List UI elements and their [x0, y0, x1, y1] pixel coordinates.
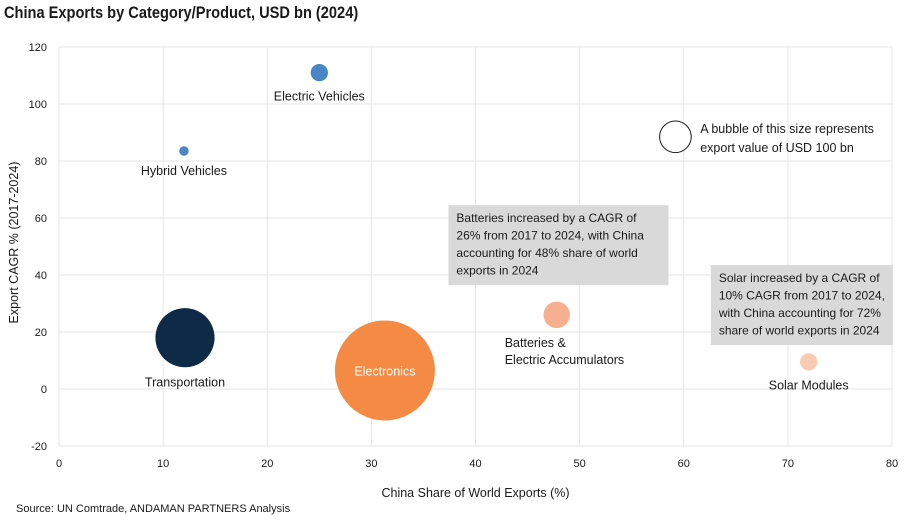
size-legend-text: export value of USD 100 bn	[700, 141, 854, 155]
x-tick-label: 80	[886, 458, 898, 470]
bubble-label: Electric Vehicles	[274, 89, 365, 103]
annotation-box	[710, 265, 893, 346]
annotation-text: Batteries increased by a CAGR of	[456, 211, 637, 225]
bubble	[155, 308, 215, 368]
x-tick-label: 10	[157, 458, 169, 470]
size-legend-bubble	[659, 120, 692, 154]
bubble-label: Transportation	[145, 375, 225, 389]
y-tick-label: 80	[35, 156, 47, 168]
bubble-label: Batteries &	[505, 336, 567, 350]
y-tick-label: 100	[29, 99, 47, 111]
x-tick-label: 50	[574, 458, 586, 470]
chart-title: China Exports by Category/Product, USD b…	[4, 3, 359, 22]
annotation-text: accounting for 48% share of world	[456, 246, 637, 260]
y-tick-label: 60	[35, 213, 47, 225]
x-tick-label: 40	[469, 458, 481, 470]
annotation-text: with China accounting for 72%	[718, 306, 881, 320]
y-tick-label: -20	[31, 441, 47, 453]
y-axis-title: Export CAGR % (2017-2024)	[7, 162, 21, 324]
source-note: Source: UN Comtrade, ANDAMAN PARTNERS An…	[16, 503, 291, 515]
bubble-label: Solar Modules	[769, 379, 849, 393]
bubble-label: Electric Accumulators	[505, 353, 624, 367]
annotation-text: share of world exports in 2024	[719, 324, 880, 338]
annotation-text: exports in 2024	[456, 264, 538, 278]
x-tick-label: 60	[678, 458, 690, 470]
x-tick-label: 20	[261, 458, 273, 470]
annotation-text: 10% CAGR from 2017 to 2024,	[719, 289, 885, 303]
x-tick-label: 0	[56, 458, 62, 470]
bubble	[310, 63, 328, 82]
bubble-label: Hybrid Vehicles	[141, 164, 227, 178]
annotation-text: Solar increased by a CAGR of	[719, 271, 880, 285]
x-tick-label: 70	[782, 458, 794, 470]
y-tick-label: 120	[29, 42, 47, 54]
bubble	[179, 146, 189, 156]
bubble-label: Electronics	[354, 364, 415, 378]
x-axis-title: China Share of World Exports (%)	[381, 486, 569, 500]
annotation-box	[448, 205, 669, 286]
y-tick-label: 40	[35, 270, 47, 282]
bubble	[543, 301, 570, 329]
y-tick-label: 20	[35, 327, 47, 339]
bubble	[800, 353, 818, 371]
size-legend-text: A bubble of this size represents	[700, 122, 874, 136]
bubble	[334, 320, 435, 421]
annotation-text: 26% from 2017 to 2024, with China	[456, 229, 644, 243]
y-tick-label: 0	[41, 384, 47, 396]
x-tick-label: 30	[365, 458, 377, 470]
